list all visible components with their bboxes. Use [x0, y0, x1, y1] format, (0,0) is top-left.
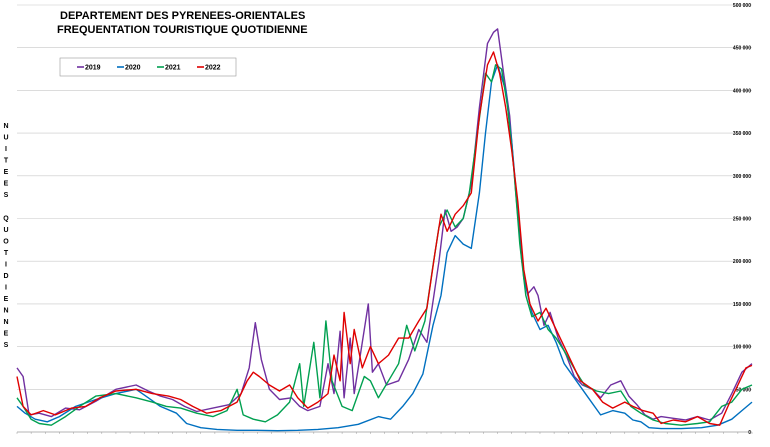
y-axis-ticks: 0 50 000 100 000 150 000 200 000 250 000 300 0… — [733, 3, 751, 436]
y-axis-label-letter: E — [4, 169, 9, 176]
y-tick-label: 500 000 — [733, 3, 751, 9]
y-tick-label: 0 — [748, 430, 751, 436]
legend-label-2022: 2022 — [205, 65, 221, 72]
y-axis-label-letter: S — [4, 192, 9, 199]
legend: 2019 2020 2021 2022 — [59, 57, 237, 77]
chart-title-line-2: FREQUENTATION TOURISTIQUE QUOTIDIENNE — [57, 24, 308, 36]
y-axis-label-letter: U — [3, 135, 8, 142]
y-axis-label-letter: O — [3, 239, 9, 246]
y-tick-label: 50 000 — [736, 387, 752, 393]
y-axis-label-letter: N — [3, 319, 8, 326]
y-axis-label-letter: I — [5, 262, 7, 269]
y-tick-label: 400 000 — [733, 88, 751, 94]
y-tick-label: 350 000 — [733, 131, 751, 137]
grid — [17, 4, 752, 433]
y-axis-label-letter: E — [4, 331, 9, 338]
y-axis-label-letter: Q — [3, 216, 9, 223]
y-axis-label-letter: I — [5, 146, 7, 153]
series-line-2019 — [16, 28, 753, 421]
y-tick-label: 250 000 — [733, 217, 751, 223]
y-axis-label-letter: D — [3, 273, 8, 280]
legend-label-2021: 2021 — [165, 65, 181, 72]
legend-box — [59, 57, 237, 77]
y-tick-label: 450 000 — [733, 46, 751, 52]
y-axis-label-letter: T — [4, 250, 9, 257]
series-line-2022 — [16, 51, 753, 426]
y-axis-label-letter: S — [4, 342, 9, 349]
series-line-2020 — [16, 64, 753, 432]
y-axis-label-letter: E — [4, 296, 9, 303]
y-axis-label-letter: T — [4, 158, 9, 165]
series-lines — [16, 28, 753, 432]
y-axis-label-letter: N — [3, 308, 8, 315]
y-tick-label: 150 000 — [733, 302, 751, 308]
y-axis-label-letter: N — [3, 123, 8, 130]
y-tick-label: 300 000 — [733, 174, 751, 180]
y-tick-label: 100 000 — [733, 345, 751, 351]
x-axis-ticks — [16, 431, 753, 434]
y-axis-label-letter: E — [4, 181, 9, 188]
series-line-2021 — [16, 64, 753, 426]
y-tick-label: 200 000 — [733, 259, 751, 265]
chart-title-line-1: DEPARTEMENT DES PYRENEES-ORIENTALES — [60, 10, 305, 22]
legend-label-2019: 2019 — [85, 65, 101, 72]
y-axis-label-letter: U — [3, 227, 8, 234]
legend-label-2020: 2020 — [125, 65, 141, 72]
y-axis-label-letter: I — [5, 285, 7, 292]
